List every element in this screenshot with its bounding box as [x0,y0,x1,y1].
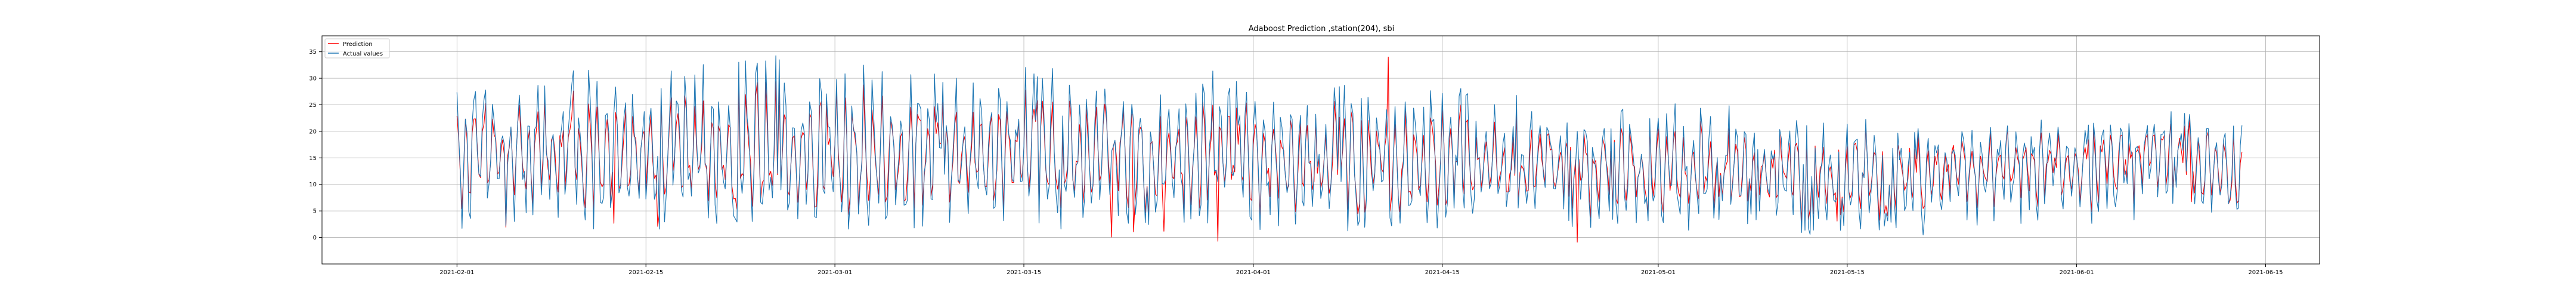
x-tick-label: 2021-04-15 [1425,269,1460,276]
x-tick-label: 2021-05-15 [1830,269,1865,276]
y-tick-label: 5 [313,208,317,215]
x-tick-label: 2021-04-01 [1236,269,1271,276]
x-tick-label: 2021-03-15 [1007,269,1041,276]
chart-title: Adaboost Prediction ,station(204), sbi [1249,24,1395,33]
x-tick-label: 2021-03-01 [818,269,852,276]
legend-actual-label: Actual values [343,51,383,57]
y-tick-label: 30 [309,76,317,82]
x-tick-label: 2021-05-01 [1641,269,1676,276]
x-tick-label: 2021-06-01 [2060,269,2094,276]
plot-area-frame [321,35,2320,265]
y-tick-label: 0 [313,235,317,241]
actual-values-series-line [456,55,2243,236]
legend-box [324,38,390,59]
y-tick-label: 15 [309,155,317,162]
y-tick-label: 10 [309,182,317,188]
y-tick-label: 20 [309,128,317,135]
x-tick-label: 2021-06-15 [2248,269,2283,276]
x-tick-label: 2021-02-15 [628,269,663,276]
legend-prediction-label: Prediction [343,41,373,48]
plot-data [456,55,2243,243]
y-tick-label: 25 [309,102,317,109]
axis-ticks: 2021-02-01 2021-02-15 2021-03-01 2021-03-15… [309,49,2283,276]
y-tick-label: 35 [309,49,317,56]
legend: Prediction Actual values [324,38,390,59]
grid-lines [322,36,2320,264]
x-tick-label: 2021-02-01 [439,269,474,276]
